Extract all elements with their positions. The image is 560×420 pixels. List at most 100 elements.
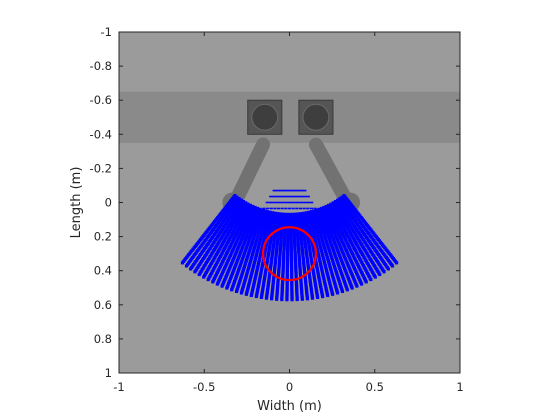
data-point bbox=[324, 265, 328, 269]
data-point bbox=[265, 263, 269, 267]
data-point bbox=[270, 255, 274, 259]
data-point bbox=[294, 263, 298, 267]
data-point bbox=[326, 257, 330, 262]
data-point bbox=[280, 223, 284, 227]
data-point bbox=[306, 267, 311, 271]
data-point bbox=[249, 256, 254, 260]
data-point bbox=[248, 226, 252, 230]
y-tick-label: 0.8 bbox=[94, 332, 112, 346]
data-point bbox=[261, 228, 265, 232]
data-point bbox=[244, 258, 249, 262]
data-point bbox=[286, 237, 290, 241]
data-point bbox=[240, 237, 244, 242]
data-point bbox=[330, 271, 334, 275]
data-point bbox=[320, 252, 324, 256]
data-point bbox=[314, 228, 318, 232]
data-point bbox=[269, 207, 273, 210]
data-point bbox=[256, 288, 260, 292]
data-point bbox=[245, 289, 249, 293]
data-point bbox=[321, 273, 325, 277]
data-point bbox=[281, 201, 285, 204]
data-point bbox=[262, 223, 266, 227]
data-point bbox=[312, 220, 316, 224]
data-point bbox=[260, 210, 264, 214]
data-point bbox=[263, 220, 267, 224]
data-point bbox=[239, 291, 244, 295]
data-point bbox=[293, 254, 297, 258]
data-point bbox=[247, 250, 251, 254]
data-point bbox=[277, 259, 282, 263]
data-point bbox=[269, 262, 273, 266]
data-point bbox=[295, 289, 299, 293]
data-point bbox=[292, 231, 296, 236]
data-point bbox=[297, 257, 301, 261]
data-point bbox=[284, 201, 288, 204]
data-point bbox=[319, 247, 323, 251]
data-point bbox=[252, 209, 256, 213]
data-point bbox=[294, 273, 298, 277]
data-point bbox=[263, 231, 268, 235]
x-tick-label: -0.5 bbox=[193, 380, 215, 394]
data-point bbox=[327, 235, 331, 239]
data-point bbox=[280, 287, 284, 291]
data-point bbox=[276, 207, 281, 210]
data-point bbox=[238, 242, 242, 246]
data-point bbox=[298, 271, 302, 275]
data-point bbox=[286, 221, 290, 225]
data-point bbox=[315, 211, 320, 216]
data-point bbox=[265, 211, 269, 215]
data-point bbox=[254, 217, 259, 221]
data-point bbox=[331, 247, 335, 251]
data-point bbox=[246, 269, 250, 273]
data-point bbox=[247, 227, 252, 232]
data-point bbox=[303, 220, 307, 224]
data-point bbox=[353, 281, 358, 285]
data-point bbox=[334, 234, 338, 238]
data-point bbox=[280, 229, 284, 234]
data-point bbox=[306, 265, 310, 269]
data-point bbox=[252, 283, 256, 287]
data-point bbox=[197, 272, 201, 277]
point-cloud bbox=[180, 189, 399, 302]
data-point bbox=[334, 286, 338, 290]
data-point bbox=[325, 290, 329, 294]
data-point bbox=[230, 288, 234, 292]
y-tick-label: 0.6 bbox=[94, 298, 112, 312]
data-point bbox=[319, 206, 324, 211]
data-point bbox=[319, 232, 323, 236]
data-point bbox=[302, 213, 306, 217]
data-point bbox=[302, 267, 306, 271]
data-point bbox=[253, 258, 257, 263]
data-point bbox=[271, 246, 275, 250]
data-point bbox=[239, 260, 244, 264]
data-point bbox=[324, 251, 328, 255]
data-point bbox=[285, 254, 290, 258]
data-point bbox=[315, 265, 319, 270]
data-point bbox=[292, 235, 297, 239]
data-point bbox=[253, 220, 257, 225]
data-point bbox=[348, 268, 352, 272]
data-point bbox=[294, 219, 299, 223]
data-point bbox=[258, 276, 262, 280]
data-point bbox=[237, 255, 241, 259]
data-point bbox=[327, 227, 332, 232]
data-point bbox=[292, 217, 296, 222]
data-point bbox=[255, 206, 260, 211]
data-point bbox=[243, 261, 248, 265]
data-point bbox=[319, 214, 323, 218]
data-point bbox=[266, 252, 271, 257]
data-point bbox=[321, 294, 325, 299]
data-point bbox=[236, 246, 240, 250]
data-point bbox=[297, 201, 301, 204]
data-point bbox=[270, 251, 275, 255]
data-point bbox=[283, 213, 287, 216]
data-point bbox=[286, 242, 290, 246]
y-axis-label: Length (m) bbox=[69, 167, 84, 239]
data-point bbox=[323, 209, 327, 213]
data-point bbox=[305, 290, 309, 294]
data-point bbox=[256, 232, 260, 236]
data-point bbox=[301, 224, 305, 228]
data-point bbox=[245, 243, 249, 248]
data-point bbox=[300, 297, 304, 301]
data-point bbox=[317, 215, 321, 219]
